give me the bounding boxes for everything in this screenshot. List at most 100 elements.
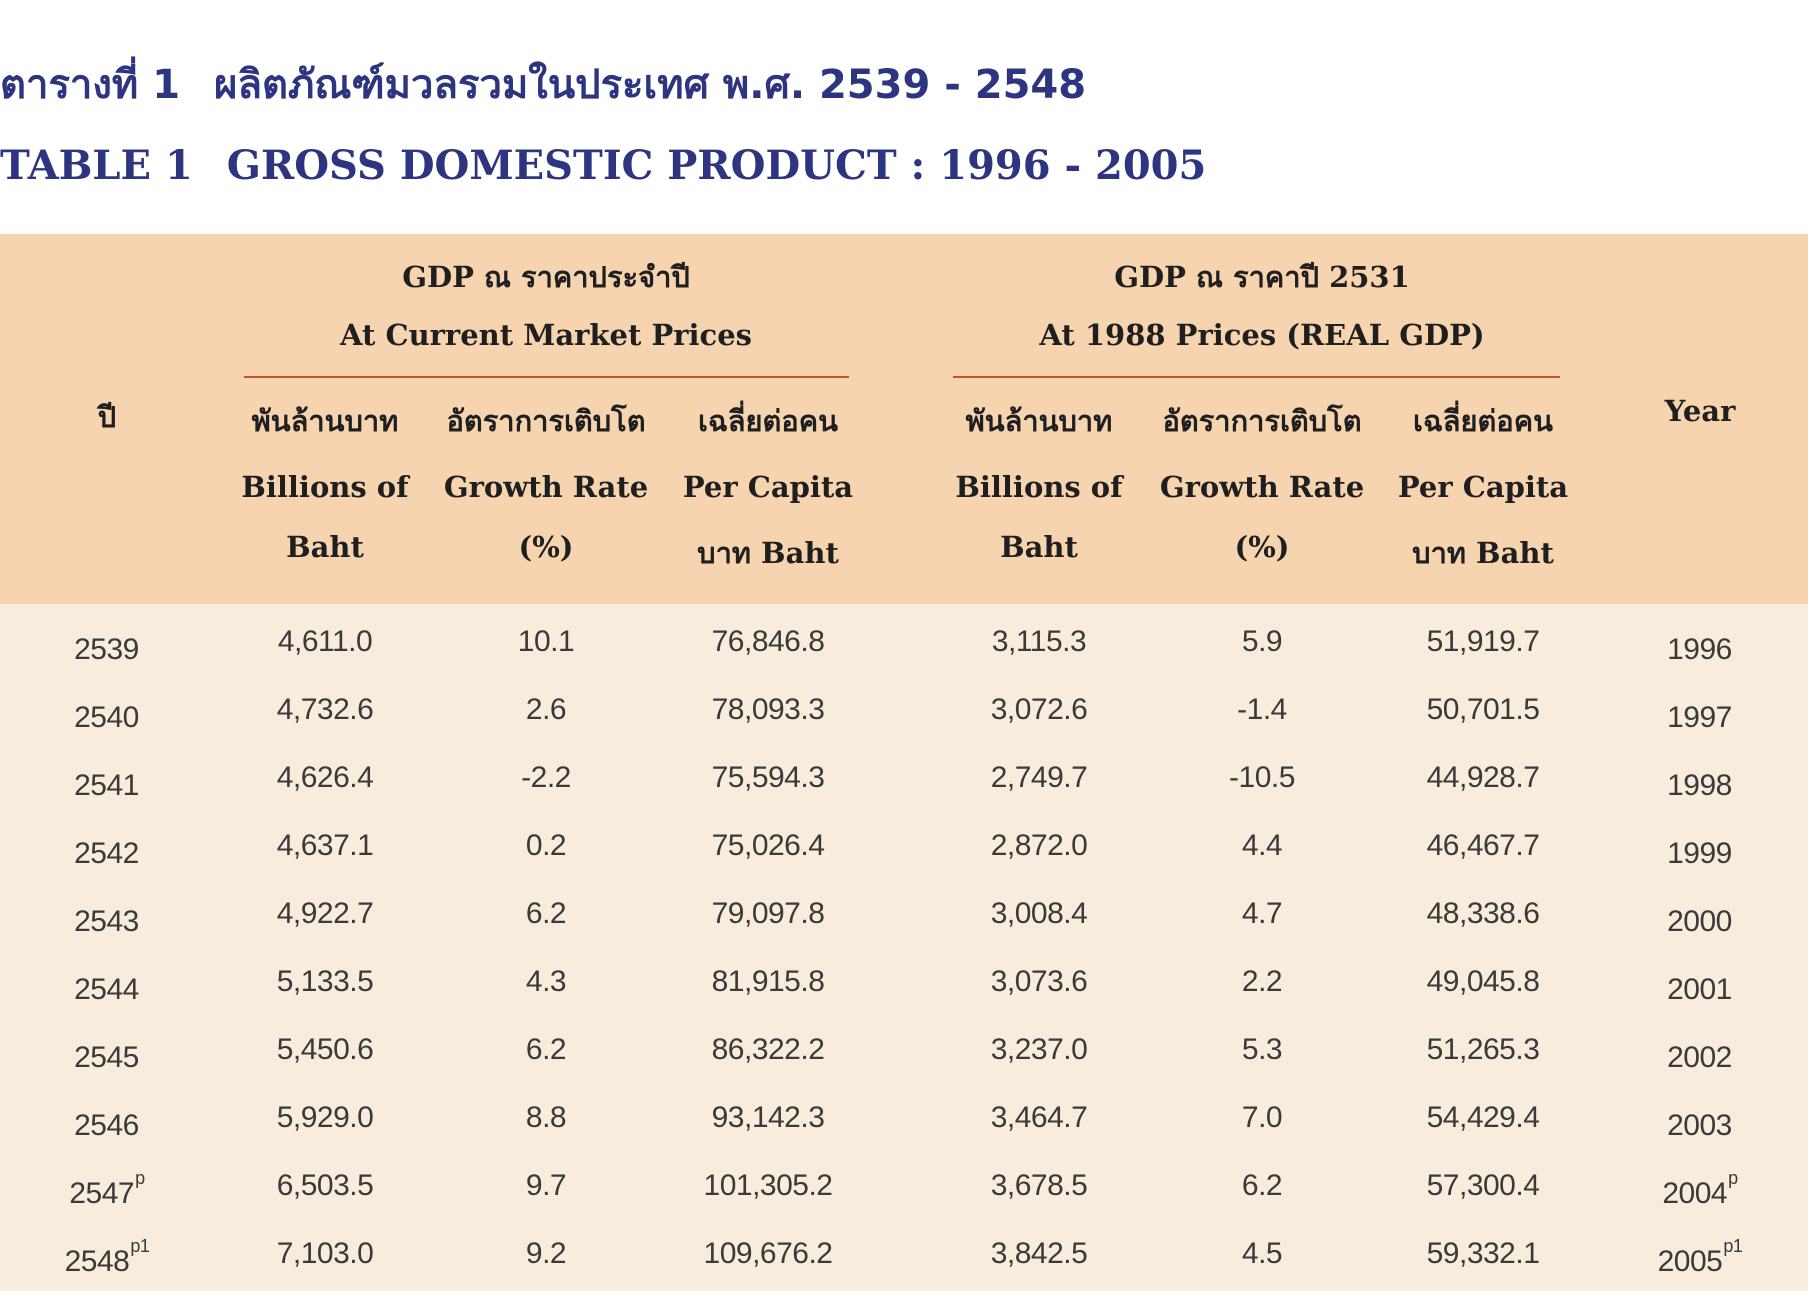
title-english-text: GROSS DOMESTIC PRODUCT : 1996 - 2005 — [226, 142, 1207, 189]
table-row: 2547p 6,503.5 9.7 101,305.2 3,678.5 6.2 … — [0, 1152, 1808, 1220]
cell-year: 1998 — [1667, 769, 1732, 802]
cell-year: 2005p1 — [1657, 1236, 1743, 1278]
cell-real-billions: 3,464.7 — [990, 1101, 1088, 1134]
cell-current-percapita: 86,322.2 — [711, 1033, 825, 1066]
cell-thai-year: 2542 — [74, 837, 139, 870]
cell-real-growth: 4.5 — [1241, 1237, 1283, 1270]
cell-current-billions: 6,503.5 — [276, 1169, 374, 1202]
cell-current-billions: 4,611.0 — [277, 625, 373, 658]
cell-real-billions: 2,749.7 — [990, 761, 1088, 794]
table-row: 2539 4,611.0 10.1 76,846.8 3,115.3 5.9 5… — [0, 608, 1808, 676]
cell-real-growth: 4.7 — [1241, 897, 1283, 930]
col-real-growth-en1: Growth Rate — [1159, 470, 1365, 504]
header-year-thai: ปี — [97, 400, 117, 434]
col-current-percapita-en2: บาท Baht — [697, 536, 839, 570]
cell-thai-year: 2547p — [69, 1168, 145, 1210]
table-row: 2544 5,133.5 4.3 81,915.8 3,073.6 2.2 49… — [0, 948, 1808, 1016]
cell-current-percapita: 101,305.2 — [703, 1169, 833, 1202]
cell-current-percapita: 81,915.8 — [711, 965, 825, 998]
title-thai: ตารางที่ 1 ผลิตภัณฑ์มวลรวมในประเทศ พ.ศ. 2… — [0, 52, 1086, 116]
cell-current-growth: 6.2 — [525, 1033, 567, 1066]
cell-current-billions: 4,626.4 — [276, 761, 374, 794]
group-real-thai: GDP ณ ราคาปี 2531 — [1114, 260, 1410, 294]
cell-current-percapita: 75,594.3 — [711, 761, 825, 794]
cell-current-growth: 2.6 — [525, 693, 567, 726]
cell-current-percapita: 79,097.8 — [711, 897, 825, 930]
table-row: 2545 5,450.6 6.2 86,322.2 3,237.0 5.3 51… — [0, 1016, 1808, 1084]
cell-real-billions: 3,237.0 — [990, 1033, 1088, 1066]
col-real-growth-thai: อัตราการเติบโต — [1162, 404, 1362, 438]
cell-real-percapita: 46,467.7 — [1426, 829, 1540, 862]
cell-real-growth: 6.2 — [1241, 1169, 1283, 1202]
table-row: 2540 4,732.6 2.6 78,093.3 3,072.6 -1.4 5… — [0, 676, 1808, 744]
table-row: 2542 4,637.1 0.2 75,026.4 2,872.0 4.4 46… — [0, 812, 1808, 880]
cell-thai-year: 2543 — [74, 905, 139, 938]
cell-year: 2000 — [1667, 905, 1732, 938]
col-real-billions-thai: พันล้านบาท — [965, 404, 1113, 438]
col-real-growth-en2: (%) — [1234, 530, 1290, 564]
group-current-thai: GDP ณ ราคาประจำปี — [402, 260, 690, 294]
table-header: ปี Year GDP ณ ราคาประจำปี At Current Mar… — [0, 234, 1808, 604]
col-current-billions-en1: Billions of — [241, 470, 409, 504]
cell-current-growth: 6.2 — [525, 897, 567, 930]
cell-current-percapita: 109,676.2 — [703, 1237, 833, 1270]
col-current-billions-en2: Baht — [286, 530, 364, 564]
cell-current-percapita: 75,026.4 — [711, 829, 825, 862]
cell-real-percapita: 59,332.1 — [1426, 1237, 1540, 1270]
cell-current-billions: 5,929.0 — [276, 1101, 374, 1134]
col-current-percapita-thai: เฉลี่ยต่อคน — [698, 404, 838, 438]
title-thai-label: ตารางที่ 1 — [0, 62, 181, 108]
cell-real-growth: 2.2 — [1241, 965, 1283, 998]
group-real-english: At 1988 Prices (REAL GDP) — [1039, 318, 1485, 352]
header-year-english: Year — [1664, 394, 1736, 428]
cell-thai-year: 2545 — [74, 1041, 139, 1074]
cell-real-growth: 4.4 — [1241, 829, 1283, 862]
cell-real-growth: -1.4 — [1237, 693, 1287, 726]
title-english-label: TABLE 1 — [0, 142, 193, 189]
cell-real-percapita: 44,928.7 — [1426, 761, 1540, 794]
cell-current-growth: -2.2 — [521, 761, 571, 794]
gdp-table: ปี Year GDP ณ ราคาประจำปี At Current Mar… — [0, 234, 1808, 1291]
col-current-growth-thai: อัตราการเติบโต — [446, 404, 646, 438]
cell-thai-year: 2541 — [74, 769, 139, 802]
cell-real-percapita: 51,265.3 — [1426, 1033, 1540, 1066]
table-row: 2546 5,929.0 8.8 93,142.3 3,464.7 7.0 54… — [0, 1084, 1808, 1152]
col-real-percapita-en2: บาท Baht — [1412, 536, 1554, 570]
cell-thai-year: 2544 — [74, 973, 139, 1006]
cell-real-growth: 7.0 — [1241, 1101, 1283, 1134]
cell-real-percapita: 57,300.4 — [1426, 1169, 1540, 1202]
cell-year: 2001 — [1667, 973, 1732, 1006]
cell-current-billions: 7,103.0 — [276, 1237, 374, 1270]
cell-real-growth: -10.5 — [1229, 761, 1295, 794]
cell-thai-year: 2539 — [74, 633, 139, 666]
group-current-rule — [244, 376, 849, 378]
cell-year: 1999 — [1667, 837, 1732, 870]
cell-thai-year: 2546 — [74, 1109, 139, 1142]
cell-year: 1997 — [1667, 701, 1732, 734]
cell-current-percapita: 93,142.3 — [711, 1101, 825, 1134]
group-real-rule — [953, 376, 1560, 378]
cell-current-growth: 9.2 — [525, 1237, 567, 1270]
cell-real-billions: 3,678.5 — [990, 1169, 1088, 1202]
col-current-growth-en2: (%) — [518, 530, 574, 564]
cell-year: 2002 — [1667, 1041, 1732, 1074]
group-current-english: At Current Market Prices — [340, 318, 752, 352]
cell-real-percapita: 50,701.5 — [1426, 693, 1540, 726]
table-row: 2548p1 7,103.0 9.2 109,676.2 3,842.5 4.5… — [0, 1220, 1808, 1288]
col-real-billions-en1: Billions of — [955, 470, 1123, 504]
cell-real-billions: 2,872.0 — [990, 829, 1088, 862]
col-real-percapita-thai: เฉลี่ยต่อคน — [1413, 404, 1553, 438]
col-current-percapita-en1: Per Capita — [682, 470, 854, 504]
cell-current-billions: 4,922.7 — [276, 897, 374, 930]
cell-current-growth: 9.7 — [525, 1169, 567, 1202]
cell-current-growth: 8.8 — [525, 1101, 567, 1134]
cell-real-billions: 3,008.4 — [990, 897, 1088, 930]
title-thai-text: ผลิตภัณฑ์มวลรวมในประเทศ พ.ศ. 2539 - 2548 — [214, 62, 1087, 108]
title-english: TABLE 1 GROSS DOMESTIC PRODUCT : 1996 - 2… — [0, 142, 1206, 189]
col-real-billions-en2: Baht — [1000, 530, 1078, 564]
cell-real-billions: 3,073.6 — [990, 965, 1088, 998]
cell-real-billions: 3,842.5 — [990, 1237, 1088, 1270]
cell-real-billions: 3,115.3 — [991, 625, 1087, 658]
cell-real-percapita: 51,919.7 — [1426, 625, 1540, 658]
cell-real-percapita: 48,338.6 — [1426, 897, 1540, 930]
